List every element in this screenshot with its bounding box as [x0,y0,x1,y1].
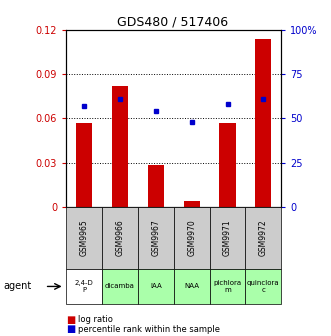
Bar [255,39,271,207]
Bar [112,86,128,207]
Text: agent: agent [3,282,31,291]
Text: GSM9965: GSM9965 [80,219,89,256]
Text: GDS480 / 517406: GDS480 / 517406 [117,15,228,28]
Text: 2,4-D
P: 2,4-D P [75,280,93,293]
Text: ■: ■ [66,315,75,325]
Bar [76,123,92,207]
Text: quinclora
c: quinclora c [247,280,280,293]
Bar [184,201,200,207]
Text: percentile rank within the sample: percentile rank within the sample [78,325,220,334]
Bar [148,166,164,207]
Text: dicamba: dicamba [105,284,135,289]
Text: GSM9970: GSM9970 [187,219,196,256]
Bar [219,123,236,207]
Text: IAA: IAA [150,284,162,289]
Text: log ratio: log ratio [78,316,113,324]
Text: pichlora
m: pichlora m [213,280,242,293]
Text: ■: ■ [66,324,75,334]
Text: NAA: NAA [184,284,199,289]
Text: GSM9967: GSM9967 [151,219,160,256]
Text: GSM9971: GSM9971 [223,219,232,256]
Text: GSM9972: GSM9972 [259,219,268,256]
Text: GSM9966: GSM9966 [116,219,124,256]
